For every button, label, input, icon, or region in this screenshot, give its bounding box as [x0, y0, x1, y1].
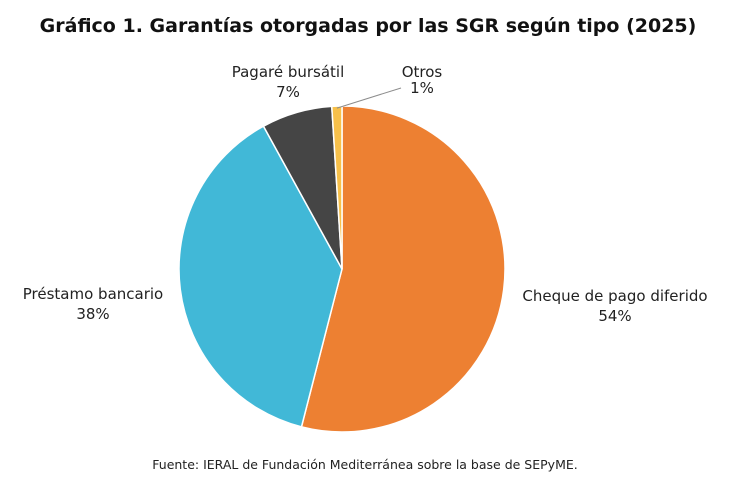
source-note: Fuente: IERAL de Fundación Mediterránea … [152, 457, 577, 472]
slice-label-cheque: Cheque de pago diferido 54% [522, 287, 707, 325]
leader-lines [336, 87, 402, 109]
slice-label-prestamo: Préstamo bancario 38% [23, 285, 163, 323]
slice-label-cheque-name: Cheque de pago diferido [522, 287, 707, 305]
pie-slice-cheque [300, 105, 506, 433]
leader-line-otros [336, 87, 402, 109]
pie-slice-prestamo [178, 125, 343, 428]
slice-label-otros-value: 1% [410, 79, 434, 97]
slice-label-pagare-value: 7% [276, 83, 300, 101]
slice-label-prestamo-value: 38% [76, 305, 109, 323]
chart-title: Gráfico 1. Garantías otorgadas por las S… [40, 15, 697, 37]
slice-label-otros: Otros 1% [402, 63, 443, 97]
slice-label-prestamo-name: Préstamo bancario [23, 285, 163, 303]
pie-slices [178, 105, 506, 433]
slice-label-pagare: Pagaré bursátil 7% [232, 63, 345, 101]
slice-label-cheque-value: 54% [598, 307, 631, 325]
slice-label-pagare-name: Pagaré bursátil [232, 63, 345, 81]
slice-label-otros-name: Otros [402, 63, 443, 81]
